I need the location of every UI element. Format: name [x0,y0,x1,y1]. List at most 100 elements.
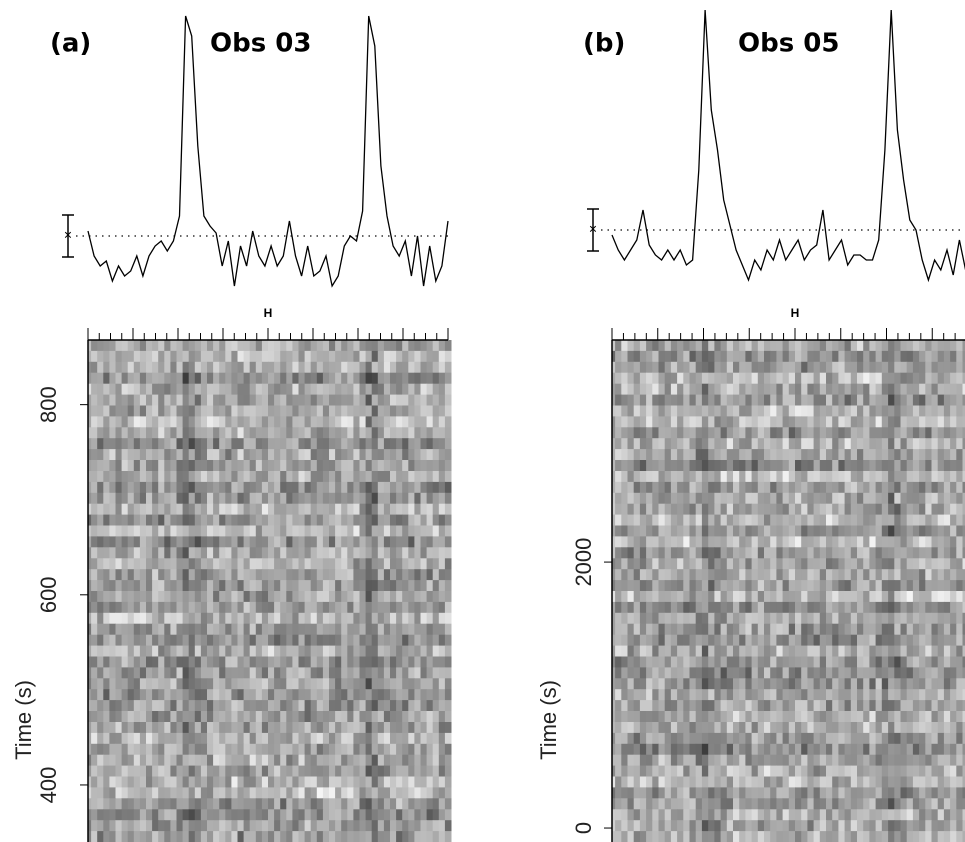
waterfall-cell [329,515,336,526]
waterfall-cell [250,351,257,362]
waterfall-cell [353,384,360,395]
waterfall-cell [863,515,870,526]
waterfall-cell [826,667,833,678]
waterfall-cell [219,787,226,798]
waterfall-cell [621,471,628,482]
waterfall-cell [305,416,312,427]
waterfall-cell [372,667,379,678]
waterfall-cell [372,820,379,831]
waterfall-cell [783,624,790,635]
waterfall-cell [146,766,153,777]
waterfall-cell [366,624,373,635]
waterfall-cell [677,362,684,373]
waterfall-cell [128,755,135,766]
waterfall-cell [341,646,348,657]
waterfall-cell [189,416,196,427]
waterfall-cell [103,384,110,395]
waterfall-cell [659,351,666,362]
waterfall-cell [646,700,653,711]
waterfall-cell [347,820,354,831]
waterfall-cell [869,722,876,733]
waterfall-cell [384,526,391,537]
waterfall-cell [427,515,434,526]
waterfall-cell [116,558,123,569]
waterfall-cell [390,558,397,569]
waterfall-cell [207,602,214,613]
waterfall-cell [776,471,783,482]
waterfall-cell [615,471,622,482]
waterfall-cell [783,449,790,460]
waterfall-cell [938,460,945,471]
waterfall-cell [789,482,796,493]
waterfall-cell [201,438,208,449]
waterfall-cell [776,667,783,678]
waterfall-cell [396,766,403,777]
waterfall-cell [888,384,895,395]
waterfall-cell [408,820,415,831]
waterfall-cell [807,569,814,580]
waterfall-cell [134,373,141,384]
waterfall-cell [445,471,452,482]
waterfall-cell [727,482,734,493]
waterfall-cell [696,722,703,733]
waterfall-cell [286,504,293,515]
waterfall-cell [353,689,360,700]
waterfall-cell [445,547,452,558]
waterfall-cell [634,438,641,449]
waterfall-cell [932,351,939,362]
waterfall-cell [826,340,833,351]
waterfall-cell [421,820,428,831]
waterfall-cell [195,373,202,384]
waterfall-cell [347,384,354,395]
waterfall-cell [956,536,963,547]
waterfall-cell [164,809,171,820]
waterfall-cell [869,471,876,482]
waterfall-cell [758,449,765,460]
waterfall-cell [347,777,354,788]
waterfall-cell [783,722,790,733]
waterfall-cell [189,711,196,722]
waterfall-cell [634,689,641,700]
waterfall-cell [372,646,379,657]
waterfall-cell [384,504,391,515]
waterfall-cell [353,798,360,809]
waterfall-cell [213,602,220,613]
waterfall-cell [671,471,678,482]
waterfall-cell [311,580,318,591]
waterfall-cell [116,406,123,417]
waterfall-cell [225,493,232,504]
waterfall-cell [299,744,306,755]
waterfall-cell [814,471,821,482]
waterfall-cell [919,646,926,657]
waterfall-cell [91,624,98,635]
waterfall-cell [814,384,821,395]
waterfall-cell [795,493,802,504]
waterfall-cell [838,340,845,351]
waterfall-cell [341,416,348,427]
waterfall-cell [758,515,765,526]
waterfall-cell [244,536,251,547]
waterfall-cell [109,755,116,766]
waterfall-cell [286,493,293,504]
waterfall-cell [360,755,367,766]
waterfall-cell [384,362,391,373]
waterfall-cell [932,406,939,417]
waterfall-cell [634,536,641,547]
waterfall-cell [919,667,926,678]
waterfall-cell [851,547,858,558]
waterfall-cell [256,624,263,635]
waterfall-cell [189,558,196,569]
waterfall-cell [445,678,452,689]
waterfall-cell [913,591,920,602]
waterfall-cell [938,613,945,624]
waterfall-cell [758,526,765,537]
waterfall-cell [317,460,324,471]
waterfall-cell [628,373,635,384]
waterfall-cell [646,351,653,362]
waterfall-cell [814,536,821,547]
waterfall-cell [857,395,864,406]
waterfall-cell [814,591,821,602]
waterfall-cell [671,351,678,362]
waterfall-cell [857,515,864,526]
waterfall-cell [671,416,678,427]
